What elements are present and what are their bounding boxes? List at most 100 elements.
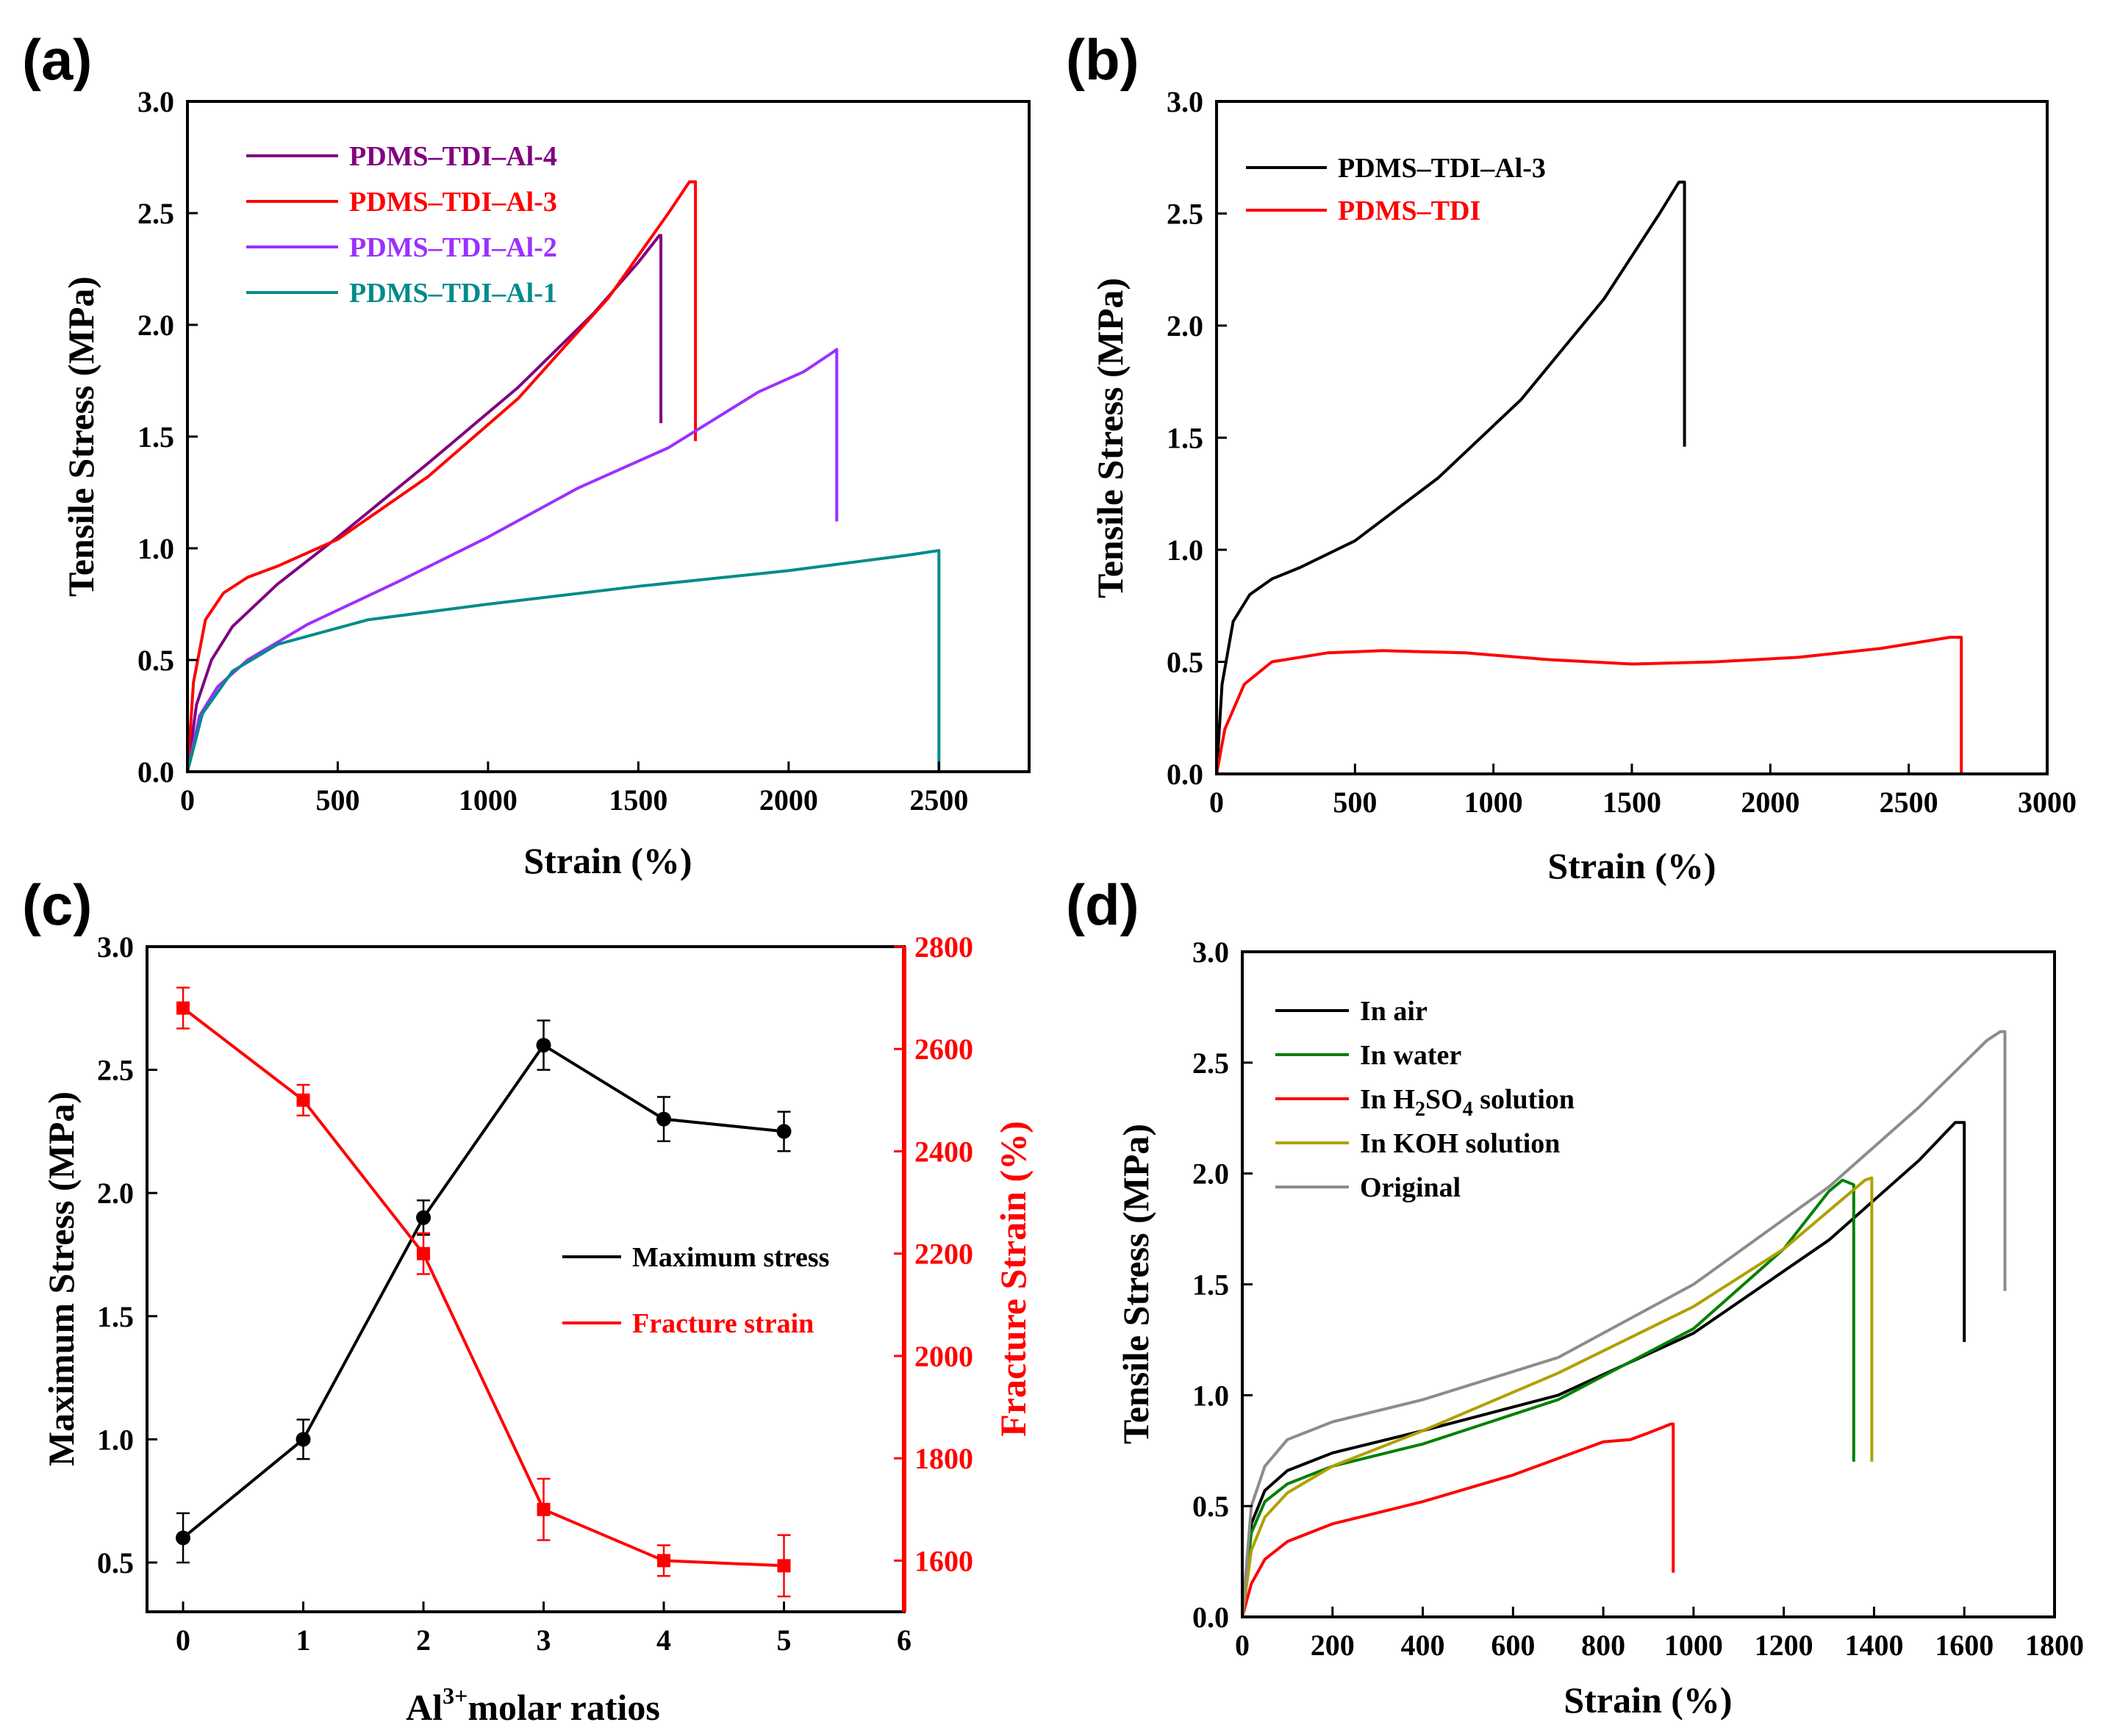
panel-b-label: (b): [1066, 27, 1139, 92]
legend-subscript: 2: [1415, 1098, 1425, 1121]
panel-b-ticks: 0 500 1000 1500 2000 2500 3000 0.0 0.5 1.0 1.5 2.0 2…: [1167, 85, 2077, 819]
y2-tick-label: 2200: [914, 1238, 973, 1271]
y-tick-label: 1.0: [1167, 534, 1203, 567]
series-line-0: [182, 1044, 784, 1539]
legend-entry-0: PDMS–TDI–Al-3: [1338, 153, 1546, 184]
panel-d-x-axis-title: Strain (%): [1564, 1679, 1732, 1721]
panel-d-label: (d): [1066, 872, 1139, 937]
x-tick-label: 600: [1491, 1629, 1535, 1662]
panel-c-x-axis-title: Al3+molar ratios: [406, 1682, 660, 1728]
panel-d-y-axis-title: Tensile Stress (MPa): [1115, 1124, 1156, 1444]
x-tick-label: 0: [1235, 1629, 1250, 1662]
panel-a: (a) 0 500 1000 1500 2000 2500 0.0 0.5 1.0 1.5 2.0 2…: [22, 27, 1031, 881]
y-tick-label: 1.5: [1192, 1269, 1229, 1302]
x-tick-label: 500: [315, 783, 359, 817]
data-point-circle: [776, 1124, 792, 1139]
panel-b-x-axis-title: Strain (%): [1547, 845, 1716, 886]
y-tick-label: 3.0: [1167, 85, 1203, 118]
legend-entry-4: Original: [1360, 1172, 1461, 1203]
y-tick-label: 0.5: [1167, 646, 1203, 679]
series-line-0: [1241, 1121, 1966, 1618]
panel-b-series: [1215, 180, 1963, 775]
panel-d-legend: In air In water In H2SO4 solution In KOH so…: [1275, 996, 1575, 1203]
legend-entry-0: PDMS–TDI–Al-4: [349, 141, 557, 172]
legend-text-part: SO: [1425, 1084, 1463, 1115]
y-tick-label: 3.0: [97, 930, 134, 964]
y-tick-label: 1.0: [97, 1423, 134, 1456]
data-point-square: [657, 1554, 671, 1568]
y-tick-label: 2.5: [1167, 198, 1203, 231]
y-tick-label: 2.5: [137, 197, 174, 230]
panel-d-series: [1241, 1030, 2007, 1618]
data-point-circle: [536, 1038, 551, 1053]
y-tick-label: 2.0: [1167, 309, 1203, 342]
y-tick-label: 1.5: [137, 420, 174, 453]
series-line-4: [1241, 1030, 2007, 1618]
panel-b-y-axis-title: Tensile Stress (MPa): [1089, 278, 1131, 598]
x-tick-label: 1000: [459, 783, 517, 817]
x-tick-label: 0: [176, 1624, 190, 1657]
y-tick-label: 0.0: [137, 756, 174, 789]
series-line-1: [186, 180, 698, 772]
panel-c: (c) 0 1 2 3 4 5 6 0.5 1.0 1.5 2.0 2.5 3.0 1600 1800 200…: [22, 872, 1034, 1728]
y-tick-label: 2.0: [97, 1177, 134, 1210]
x-tick-label: 1600: [1935, 1629, 1994, 1662]
y2-tick-label: 1800: [914, 1442, 973, 1475]
legend-entry-1: Fracture strain: [632, 1308, 814, 1339]
legend-entry-3: In KOH solution: [1360, 1128, 1560, 1159]
data-point-square: [537, 1502, 551, 1516]
x-tick-label: 4: [656, 1624, 671, 1657]
panel-c-x-axis-title-rest: molar ratios: [468, 1687, 660, 1728]
series-line-0: [186, 234, 663, 772]
legend-entry-1: PDMS–TDI: [1338, 196, 1480, 226]
y-tick-label: 0.0: [1192, 1601, 1229, 1634]
panel-a-legend: PDMS–TDI–Al-4 PDMS–TDI–Al-3 PDMS–TDI–Al-2 P…: [246, 141, 557, 309]
legend-text-part: In H: [1360, 1084, 1415, 1115]
x-tick-label: 2000: [1741, 786, 1799, 819]
legend-entry-1: PDMS–TDI–Al-3: [349, 187, 557, 218]
y-tick-label: 2.0: [1192, 1158, 1229, 1191]
x-tick-label: 1000: [1664, 1629, 1723, 1662]
x-tick-label: 3000: [2018, 786, 2077, 819]
legend-entry-0: In air: [1360, 996, 1428, 1027]
panel-c-label: (c): [22, 872, 92, 937]
x-tick-label: 200: [1311, 1629, 1355, 1662]
panel-b-legend: PDMS–TDI–Al-3 PDMS–TDI: [1246, 153, 1546, 226]
panel-c-y-axis-title: Maximum Stress (MPa): [40, 1091, 82, 1466]
y-tick-label: 3.0: [1192, 936, 1229, 969]
legend-entry-2: PDMS–TDI–Al-2: [349, 232, 557, 263]
panel-a-label: (a): [22, 27, 92, 92]
legend-entry-3: PDMS–TDI–Al-1: [349, 278, 557, 309]
y2-tick-label: 2000: [914, 1340, 973, 1373]
panel-c-legend: Maximum stress Fracture strain: [562, 1242, 829, 1339]
legend-subscript: 4: [1463, 1098, 1473, 1121]
panel-c-ticks: 0 1 2 3 4 5 6 0.5 1.0 1.5 2.0 2.5 3.0 1600 1800 2000 220…: [97, 930, 973, 1657]
data-point-square: [176, 1001, 190, 1015]
panel-a-x-axis-title: Strain (%): [523, 840, 692, 881]
panel-b: (b) 0 500 1000 1500 2000 2500 3000 0.0 0.5 1.0 1.5…: [1066, 27, 2077, 886]
x-tick-label: 1: [296, 1624, 311, 1657]
legend-entry-0: Maximum stress: [632, 1242, 829, 1273]
series-line-1: [1215, 636, 1963, 775]
panel-c-x-axis-title-base: Al: [406, 1687, 443, 1728]
x-tick-label: 800: [1581, 1629, 1625, 1662]
data-point-circle: [416, 1210, 431, 1225]
y-tick-label: 0.0: [1167, 758, 1203, 791]
legend-text-part: solution: [1473, 1084, 1575, 1115]
x-tick-label: 2: [416, 1624, 431, 1657]
series-line-1: [182, 1006, 784, 1568]
series-line-2: [1241, 1422, 1675, 1618]
panel-c-series: [176, 986, 792, 1598]
panel-c-x-axis-title-superscript: 3+: [443, 1682, 468, 1709]
panel-a-ticks: 0 500 1000 1500 2000 2500 0.0 0.5 1.0 1.5 2.0 2.5 3.…: [137, 85, 968, 817]
x-tick-label: 2500: [1880, 786, 1938, 819]
y2-tick-label: 1600: [914, 1544, 973, 1577]
y-tick-label: 1.0: [137, 532, 174, 565]
panel-c-y2-axis-title: Fracture Strain (%): [992, 1121, 1034, 1437]
x-tick-label: 0: [180, 783, 195, 817]
legend-entry-1: In water: [1360, 1040, 1461, 1071]
data-point-circle: [176, 1530, 191, 1546]
y-tick-label: 3.0: [137, 85, 174, 118]
x-tick-label: 5: [777, 1624, 792, 1657]
